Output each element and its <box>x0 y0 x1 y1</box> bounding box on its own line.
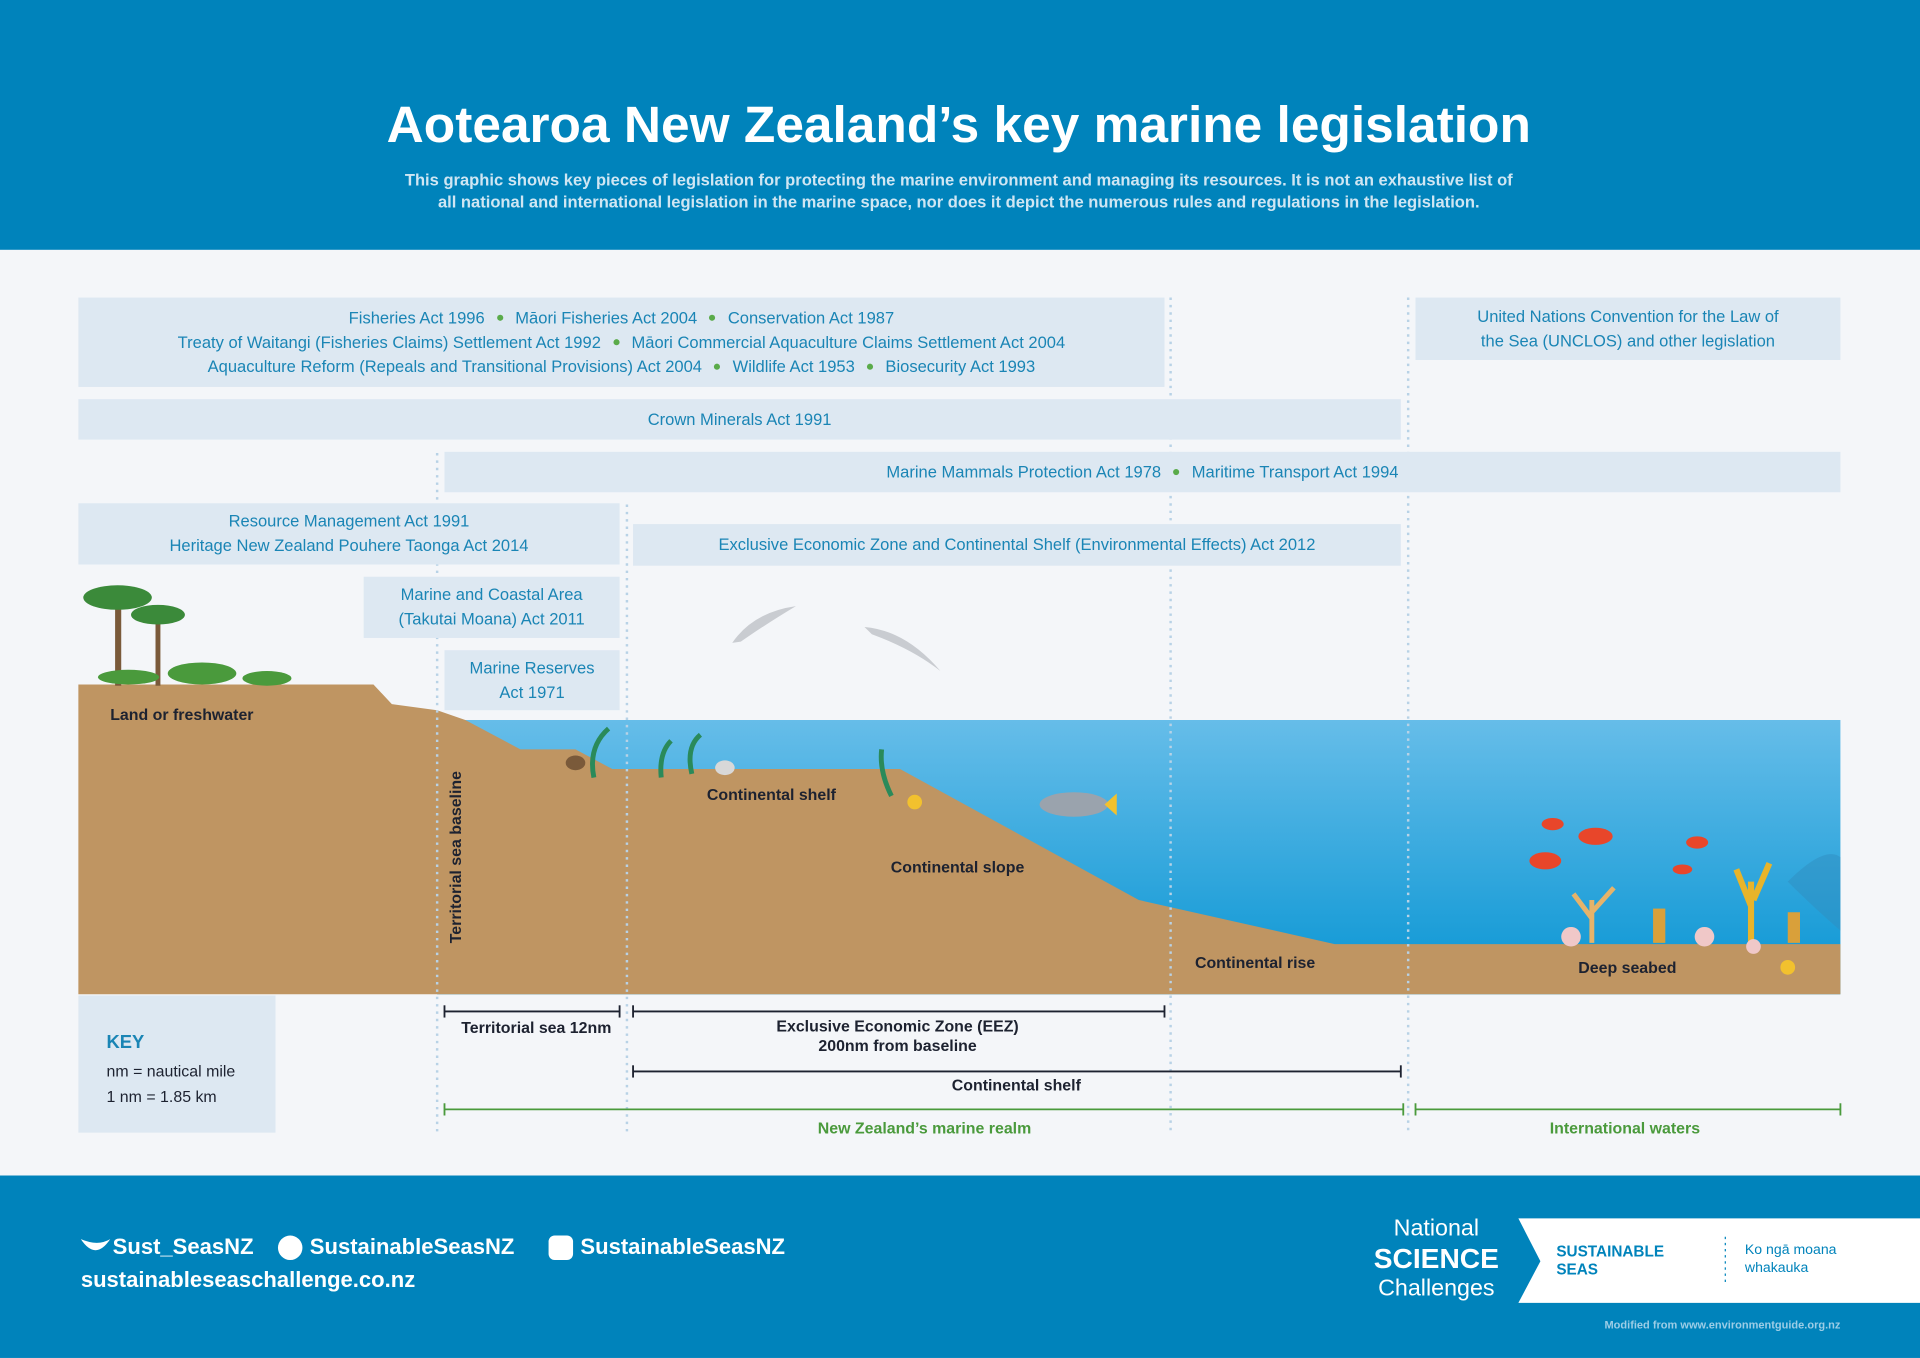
legislation-box: Resource Management Act 1991 Heritage New… <box>78 503 620 565</box>
act-name: Act 1971 <box>499 682 565 702</box>
legislation-line: Heritage New Zealand Pouhere Taonga Act … <box>169 534 528 558</box>
act-name: (Takutai Moana) Act 2011 <box>398 609 585 629</box>
sea-life <box>565 726 1841 975</box>
legislation-line: (Takutai Moana) Act 2011 <box>399 607 585 631</box>
act-name: Marine Mammals Protection Act 1978 <box>886 462 1162 481</box>
act-name: Maritime Transport Act 1994 <box>1191 462 1399 481</box>
legislation-box: Marine Mammals Protection Act 1978 Mariti… <box>444 451 1841 493</box>
act-name: United Nations Convention for the Law of <box>1477 306 1779 326</box>
act-name: Marine Reserves <box>469 658 595 677</box>
zone-dividers <box>435 297 1410 1133</box>
act-name: the Sea (UNCLOS) and other legislation <box>1480 331 1775 350</box>
subtitle: all national and international legislati… <box>437 192 1480 212</box>
legislation-line: Marine Mammals Protection Act 1978 Mariti… <box>886 460 1398 484</box>
bullet <box>496 315 504 322</box>
instagram-handle[interactable]: SustainableSeasNZ <box>580 1234 785 1259</box>
logo-panel <box>1518 1218 1920 1303</box>
baseline-label: Territorial sea baseline <box>446 771 465 944</box>
act-name: Wildlife Act 1953 <box>732 356 855 376</box>
legislation-line: Act 1971 <box>499 680 564 704</box>
logo-text: SCIENCE <box>1373 1242 1499 1275</box>
key-box <box>78 995 276 1133</box>
legislation-line: United Nations Convention for the Law of <box>1477 304 1778 328</box>
act-name: Conservation Act 1987 <box>727 307 895 327</box>
act-name: Treaty of Waitangi (Fisheries Claims) Se… <box>177 332 601 351</box>
act-name: Crown Minerals Act 1991 <box>647 409 832 428</box>
legislation-line: the Sea (UNCLOS) and other legislation <box>1481 329 1775 353</box>
legislation-box: Fisheries Act 1996 Māori Fisheries Act 20… <box>78 297 1165 387</box>
key-line: 1 nm = 1.85 km <box>106 1087 217 1106</box>
act-name: Fisheries Act 1996 <box>348 307 485 327</box>
zone-label: 200nm from baseline <box>818 1036 977 1055</box>
social-icons <box>80 1235 574 1261</box>
logo-text: whakauka <box>1744 1261 1809 1276</box>
seabed-label: Deep seabed <box>1578 958 1677 977</box>
legislation-line: Aquaculture Reform (Repeals and Transiti… <box>208 354 1036 378</box>
subtitle: This graphic shows key pieces of legisla… <box>404 170 1513 190</box>
logo-text: National <box>1393 1215 1480 1242</box>
act-name: Māori Commercial Aquaculture Claims Sett… <box>631 332 1066 351</box>
slope-label: Continental slope <box>890 857 1025 877</box>
land-label: Land or freshwater <box>110 705 254 724</box>
shelf-label: Continental shelf <box>706 785 836 804</box>
realm-label: International waters <box>1549 1118 1701 1137</box>
credit: Modified from www.environmentguide.org.n… <box>1604 1318 1841 1332</box>
act-name: Marine and Coastal Area <box>400 585 583 604</box>
legislation-line: Fisheries Act 1996 Māori Fisheries Act 20… <box>349 306 894 330</box>
legislation-line: Marine and Coastal Area <box>401 583 583 607</box>
land <box>78 684 1841 995</box>
act-name: Exclusive Economic Zone and Continental … <box>718 535 1316 554</box>
bullet <box>1173 469 1180 476</box>
legislation-box: Crown Minerals Act 1991 <box>78 399 1401 440</box>
key-title: KEY <box>106 1032 145 1054</box>
legislation-line: Marine Reserves <box>470 656 595 680</box>
realm-lines <box>443 1103 1842 1116</box>
zone-label: Continental shelf <box>951 1075 1081 1095</box>
key-line: nm = nautical mile <box>106 1061 236 1081</box>
legislation-box: Marine Reserves Act 1971 <box>444 650 620 711</box>
website-link[interactable]: sustainableseaschallenge.co.nz <box>80 1267 416 1292</box>
act-name: Māori Fisheries Act 2004 <box>515 307 698 327</box>
act-name: Resource Management Act 1991 <box>228 511 470 531</box>
logo-text: SEAS <box>1556 1261 1599 1279</box>
title: Aotearoa New Zealand’s key marine legisl… <box>386 95 1531 154</box>
bullet <box>867 364 874 371</box>
palm-trees <box>83 585 292 686</box>
legislation-box: United Nations Convention for the Law of… <box>1415 297 1841 361</box>
rise-label: Continental rise <box>1194 953 1316 972</box>
realm-label: New Zealand’s marine realm <box>817 1118 1032 1137</box>
zone-brackets <box>443 1005 1402 1078</box>
act-name: Aquaculture Reform (Repeals and Transiti… <box>207 356 702 376</box>
legislation-line: Resource Management Act 1991 <box>229 509 470 533</box>
legislation-line: Treaty of Waitangi (Fisheries Claims) Se… <box>178 330 1066 354</box>
bullet <box>709 315 716 322</box>
legislation-box: Exclusive Economic Zone and Continental … <box>633 524 1401 566</box>
legislation-line: Exclusive Economic Zone and Continental … <box>718 533 1315 557</box>
act-name: Biosecurity Act 1993 <box>885 356 1036 376</box>
birds <box>732 606 941 672</box>
twitter-handle[interactable]: Sust_SeasNZ <box>112 1234 254 1259</box>
facebook-handle[interactable]: SustainableSeasNZ <box>309 1234 515 1259</box>
logo-text: Ko ngā moana <box>1744 1242 1837 1258</box>
zone-label: Territorial sea 12nm <box>461 1018 612 1037</box>
legislation-box: Marine and Coastal Area (Takutai Moana) A… <box>363 576 620 638</box>
zone-label: Exclusive Economic Zone (EEZ) <box>776 1016 1019 1036</box>
logo-text: Challenges <box>1378 1275 1495 1302</box>
logo-text: SUSTAINABLE <box>1556 1242 1665 1261</box>
header-band <box>0 0 1920 250</box>
bullet <box>613 339 620 346</box>
legislation-line: Crown Minerals Act 1991 <box>648 407 832 431</box>
act-name: Heritage New Zealand Pouhere Taonga Act … <box>169 536 529 555</box>
bullet <box>714 364 721 371</box>
